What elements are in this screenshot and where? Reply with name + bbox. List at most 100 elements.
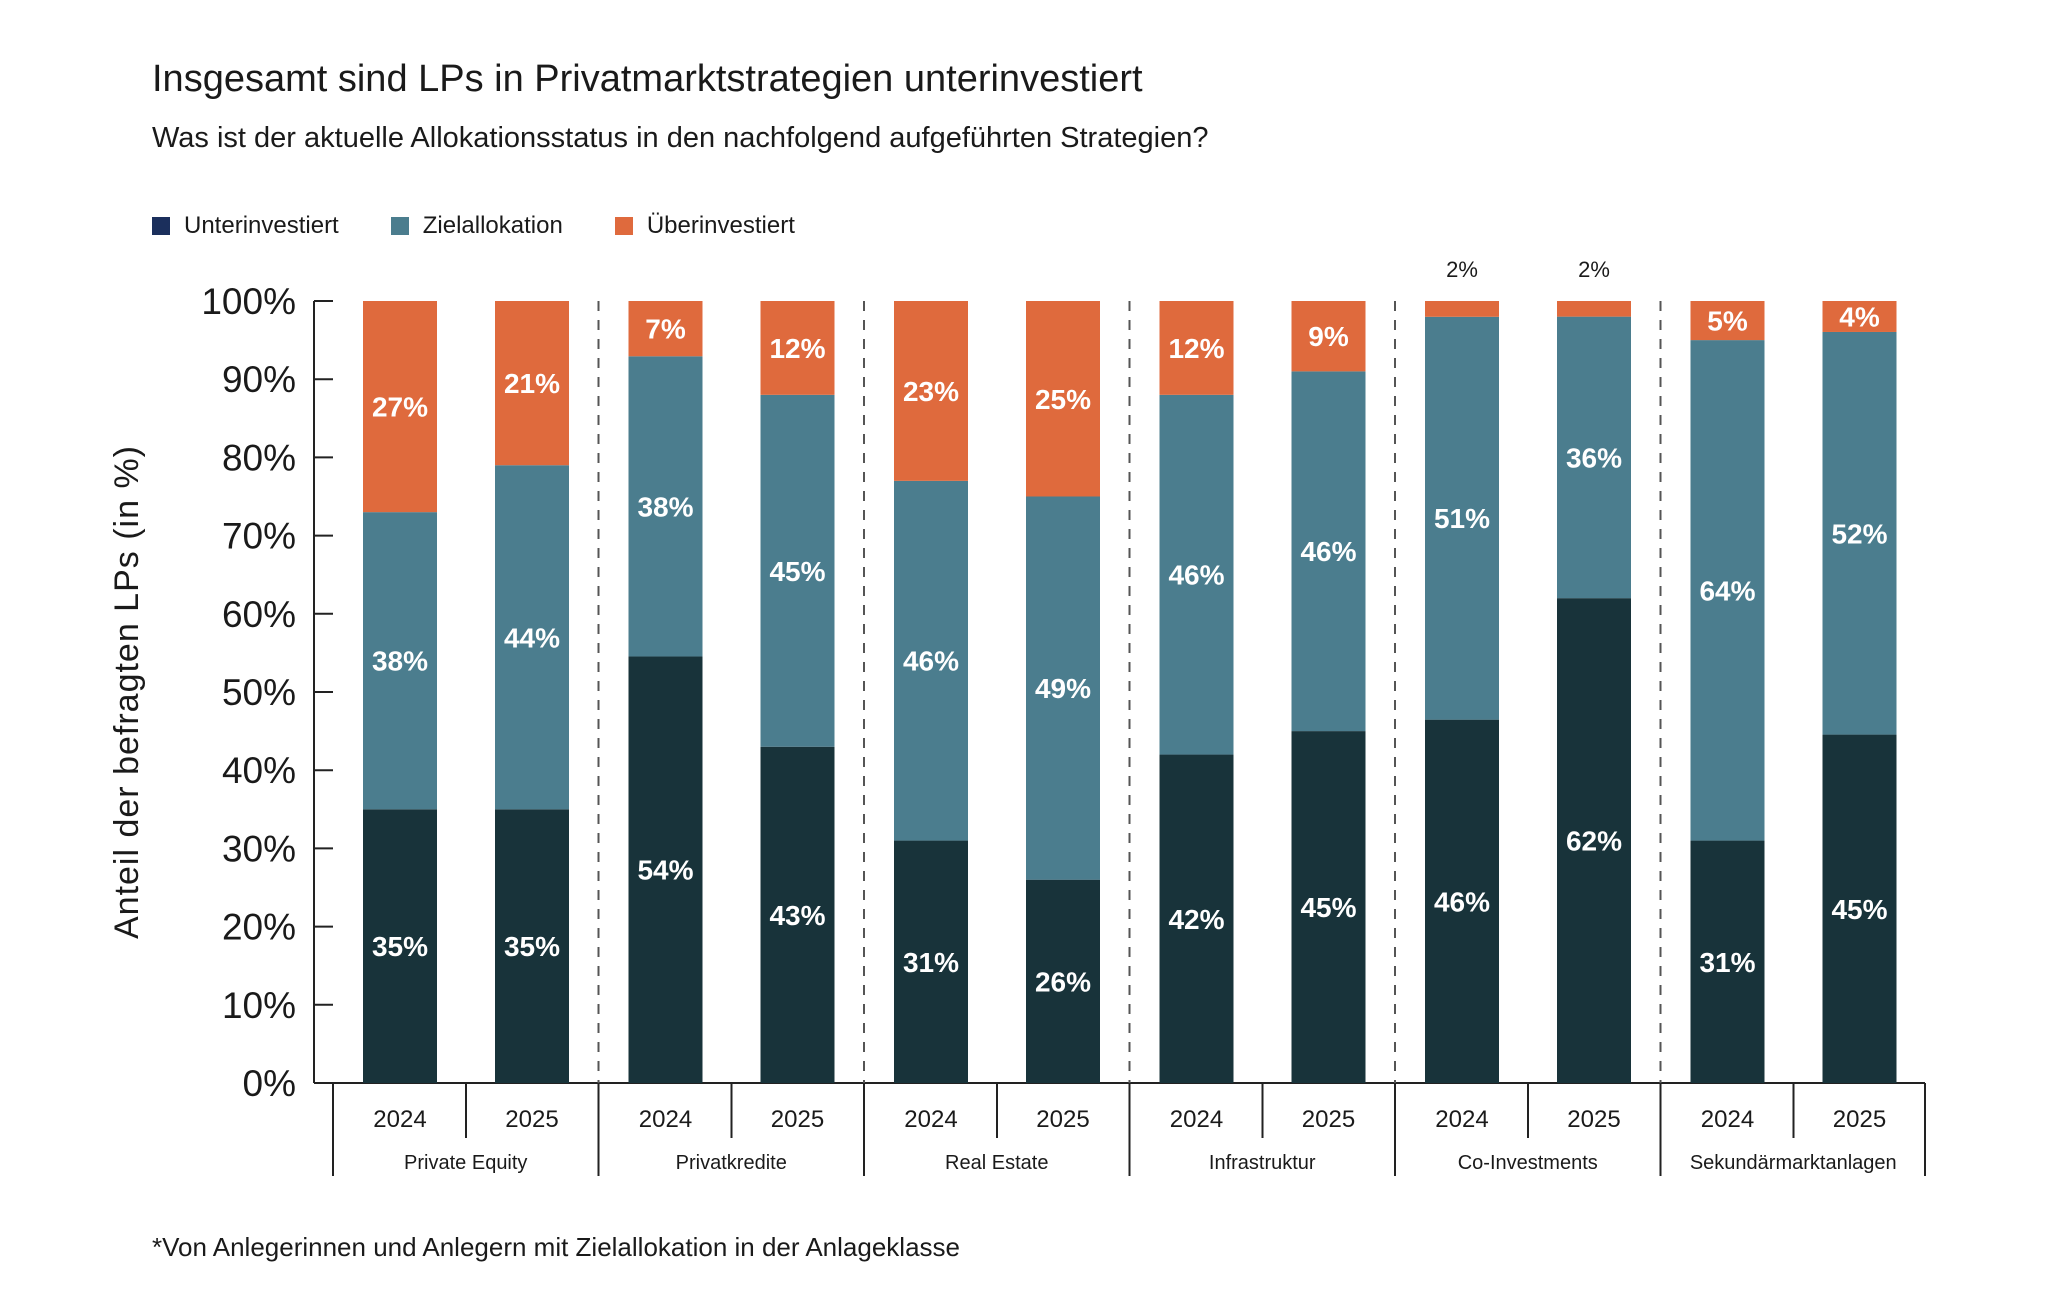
bar-segment-zielallokation (1291, 371, 1366, 732)
footnote: *Von Anlegerinnen und Anlegern mit Ziela… (152, 1232, 960, 1262)
bar-segment-unterinvestiert (1425, 719, 1499, 1083)
bar-segment-zielallokation (1159, 394, 1234, 755)
bar-segment-unterinvestiert (1291, 731, 1366, 1083)
bar-segment-zielallokation (1690, 340, 1765, 841)
data-label: 38% (637, 491, 693, 522)
data-label: 54% (637, 855, 693, 886)
bar-segment-zielallokation (1425, 316, 1499, 720)
bar-segment-unterinvestiert (1159, 754, 1234, 1083)
group-label: Private Equity (404, 1152, 527, 1174)
y-tick-label: 0% (243, 1063, 296, 1104)
bar-segment-zielallokation (894, 480, 968, 841)
data-label: 12% (769, 333, 825, 364)
legend-swatch (152, 217, 170, 235)
bar-segment-überinvestiert (1291, 301, 1366, 372)
bar-segment-überinvestiert (1026, 301, 1100, 497)
data-label: 45% (1831, 894, 1887, 925)
legend-label: Unterinvestiert (184, 212, 339, 239)
year-label: 2024 (1435, 1106, 1488, 1133)
data-label: 46% (1434, 886, 1490, 917)
data-label: 35% (504, 931, 560, 962)
data-label: 25% (1035, 384, 1091, 415)
year-label: 2025 (1567, 1106, 1620, 1133)
bar-segment-zielallokation (1557, 316, 1631, 599)
bar-segment-unterinvestiert (760, 746, 835, 1083)
year-label: 2025 (1036, 1106, 1089, 1133)
year-label: 2024 (1701, 1106, 1754, 1133)
data-label: 42% (1168, 904, 1224, 935)
bar-segment-unterinvestiert (1026, 879, 1100, 1083)
chart-subtitle: Was ist der aktuelle Allokationsstatus i… (152, 122, 1209, 154)
bar-segment-zielallokation (628, 356, 703, 657)
bar-segment-zielallokation (1822, 331, 1897, 735)
y-tick-label: 20% (222, 907, 296, 948)
legend-swatch (614, 217, 633, 235)
group-label: Privatkredite (676, 1152, 787, 1174)
data-label: 52% (1831, 518, 1887, 549)
y-tick-label: 50% (222, 672, 296, 713)
data-label: 12% (1168, 333, 1224, 364)
bar-segment-überinvestiert (363, 301, 437, 513)
bar-segment-überinvestiert (1557, 301, 1631, 317)
legend: Unterinvestiert Zielallokation Überinves… (152, 212, 795, 240)
y-tick-label: 40% (222, 750, 296, 791)
data-label: 45% (1300, 892, 1356, 923)
bar-segment-überinvestiert (894, 301, 968, 481)
bar-segment-unterinvestiert (1822, 734, 1897, 1083)
bar-segment-zielallokation (1026, 496, 1100, 880)
data-label: 46% (1300, 536, 1356, 567)
data-label: 35% (372, 931, 428, 962)
data-label: 46% (1168, 560, 1224, 591)
group-label: Infrastruktur (1209, 1152, 1316, 1174)
data-label: 21% (504, 368, 560, 399)
data-label: 9% (1308, 321, 1349, 352)
bar-segment-überinvestiert (628, 301, 703, 357)
bar-segment-überinvestiert (1159, 301, 1234, 395)
bar-segment-unterinvestiert (1690, 840, 1765, 1083)
bar-segment-unterinvestiert (495, 809, 569, 1083)
data-label: 64% (1699, 575, 1755, 606)
data-label: 2% (1446, 257, 1478, 282)
year-label: 2024 (904, 1106, 957, 1133)
data-label: 31% (903, 947, 959, 978)
data-label: 2% (1578, 257, 1610, 282)
bar-segment-unterinvestiert (363, 809, 437, 1083)
bar-segment-überinvestiert (760, 301, 835, 395)
group-label: Sekundärmarktanlagen (1690, 1152, 1897, 1174)
bar-segment-überinvestiert (495, 301, 569, 466)
year-label: 2024 (1170, 1106, 1223, 1133)
data-label: 36% (1566, 442, 1622, 473)
bar-segment-überinvestiert (1690, 301, 1765, 341)
bar-segment-überinvestiert (1822, 301, 1897, 332)
data-label: 44% (504, 622, 560, 653)
bar-segment-unterinvestiert (628, 656, 703, 1083)
data-label: 31% (1699, 947, 1755, 978)
bar-segment-zielallokation (363, 512, 437, 810)
data-label: 5% (1707, 306, 1748, 337)
bar-segment-zielallokation (495, 465, 569, 810)
y-tick-label: 30% (222, 828, 296, 869)
data-label: 38% (372, 646, 428, 677)
legend-item-unterinvestiert: Unterinvestiert (152, 212, 339, 240)
year-label: 2024 (373, 1106, 426, 1133)
y-tick-label: 10% (222, 985, 296, 1026)
bar-segment-überinvestiert (1425, 301, 1499, 317)
legend-swatch (390, 217, 409, 235)
data-label: 51% (1434, 503, 1490, 534)
group-label: Real Estate (945, 1152, 1048, 1174)
data-label: 26% (1035, 966, 1091, 997)
y-tick-label: 70% (222, 516, 296, 557)
bar-segment-unterinvestiert (1557, 598, 1631, 1083)
year-label: 2025 (1833, 1106, 1886, 1133)
year-label: 2025 (505, 1106, 558, 1133)
bar-segment-unterinvestiert (894, 840, 968, 1083)
year-label: 2025 (1302, 1106, 1355, 1133)
data-label: 45% (769, 556, 825, 587)
data-label: 23% (903, 376, 959, 407)
legend-item-zielallokation: Zielallokation (390, 212, 563, 240)
y-axis-title: Anteil der befragten LPs (in %) (108, 445, 146, 939)
y-tick-label: 90% (222, 359, 296, 400)
data-label: 46% (903, 646, 959, 677)
bar-segment-zielallokation (760, 394, 835, 747)
data-label: 62% (1566, 826, 1622, 857)
